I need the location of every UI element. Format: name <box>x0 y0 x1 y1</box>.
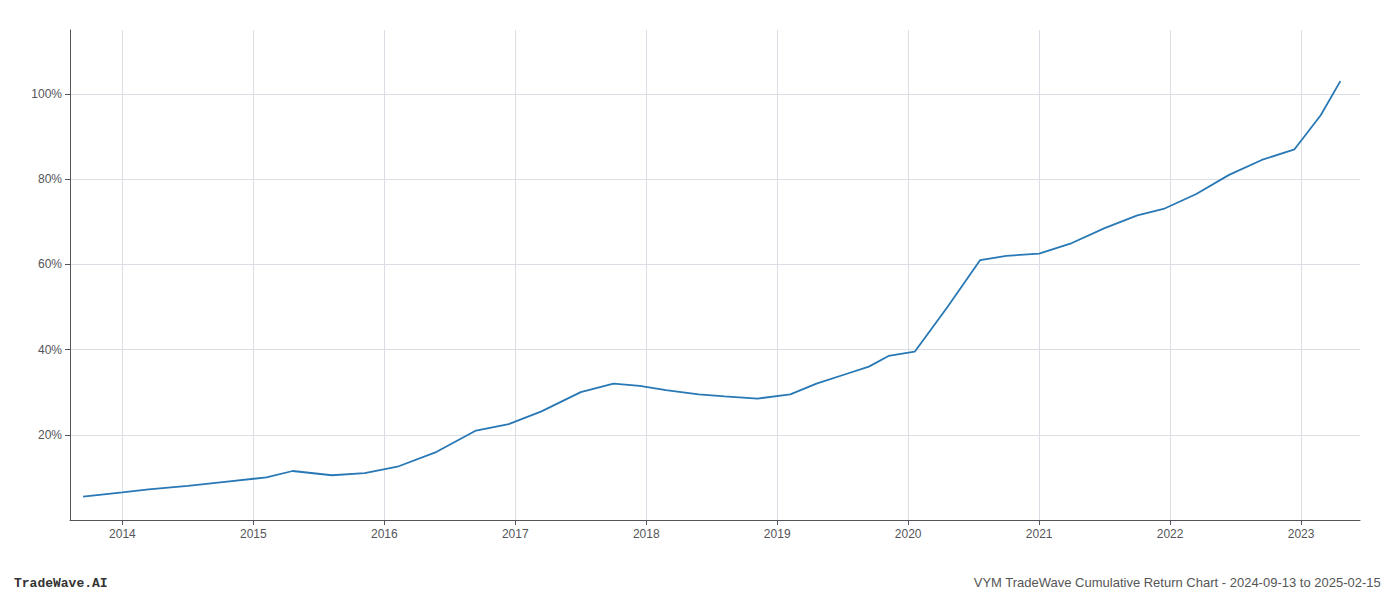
svg-text:100%: 100% <box>31 87 62 101</box>
svg-text:2014: 2014 <box>109 527 136 541</box>
svg-text:TradeWave.AI: TradeWave.AI <box>14 576 108 591</box>
svg-text:2018: 2018 <box>633 527 660 541</box>
svg-text:80%: 80% <box>38 172 62 186</box>
svg-text:2019: 2019 <box>764 527 791 541</box>
svg-text:2017: 2017 <box>502 527 529 541</box>
svg-text:2016: 2016 <box>371 527 398 541</box>
svg-text:2015: 2015 <box>240 527 267 541</box>
svg-text:2020: 2020 <box>895 527 922 541</box>
svg-text:VYM TradeWave Cumulative Retur: VYM TradeWave Cumulative Return Chart - … <box>974 575 1381 590</box>
svg-text:2022: 2022 <box>1157 527 1184 541</box>
svg-text:2021: 2021 <box>1026 527 1053 541</box>
svg-text:60%: 60% <box>38 257 62 271</box>
svg-text:20%: 20% <box>38 428 62 442</box>
svg-text:40%: 40% <box>38 343 62 357</box>
svg-text:2023: 2023 <box>1288 527 1315 541</box>
